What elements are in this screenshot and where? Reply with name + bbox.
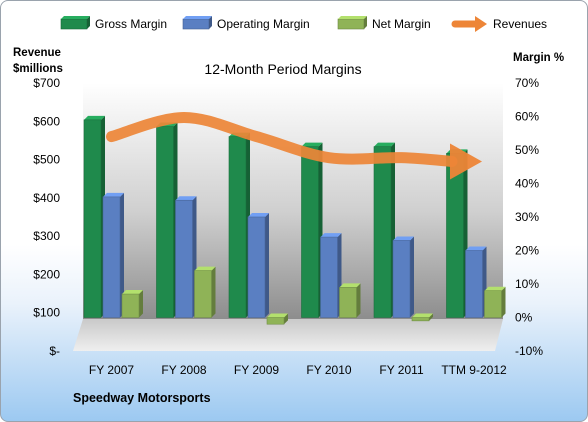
bar-net-margin <box>121 293 140 318</box>
bar-side <box>120 192 124 318</box>
x-axis: FY 2007 FY 2008 FY 2009 FY 2010 FY 2011 TTM 9… <box>89 363 507 377</box>
revenue-line <box>106 111 482 180</box>
y-right-tick-label: 40% <box>515 177 539 191</box>
bar-side <box>429 313 433 321</box>
bar-side <box>211 266 216 318</box>
bar-operating-margin <box>175 199 193 318</box>
legend-swatch-side <box>87 16 90 29</box>
legend-swatch <box>60 18 88 30</box>
x-tick-label: FY 2008 <box>161 363 206 377</box>
legend-swatch-side <box>209 16 212 29</box>
bar-side <box>410 236 414 318</box>
legend-swatch-top <box>338 16 367 19</box>
bar-gross-margin <box>446 153 464 318</box>
bar-operating-margin <box>102 196 121 318</box>
legend-swatch <box>337 18 365 30</box>
plot-floor <box>73 319 503 351</box>
bar-top <box>248 213 269 217</box>
bar-gross-margin <box>83 119 102 318</box>
y-left-tick-label: $- <box>49 344 60 358</box>
bar-side <box>265 213 269 318</box>
bar-side <box>356 283 361 318</box>
bar-side <box>501 286 506 318</box>
x-tick-label: FY 2007 <box>89 363 134 377</box>
bar-net-margin <box>339 287 357 318</box>
y-axis-left-label-line2: $millions <box>13 63 63 75</box>
x-tick-label: FY 2011 <box>379 363 424 377</box>
bar-top <box>339 283 361 288</box>
y-right-tick-label: 70% <box>515 76 539 90</box>
bar-gross-margin <box>156 126 174 318</box>
y-left-tick-label: $300 <box>33 229 60 243</box>
bar-top <box>465 246 487 251</box>
bar-gross-margin <box>373 146 392 318</box>
y-axis-left: $- $100 $200 $300 $400 $500 $600 $700 <box>33 76 60 358</box>
bar-top <box>84 115 105 120</box>
bar-gross-margin <box>228 136 247 318</box>
y-axis-right-label: Margin % <box>513 52 564 64</box>
bar-top <box>374 142 395 147</box>
bar-gross-margin <box>301 146 319 318</box>
bar-top <box>103 192 124 197</box>
bar-net-margin <box>484 290 502 318</box>
y-right-tick-label: -10% <box>515 344 543 358</box>
legend-label: Net Margin <box>372 17 431 31</box>
x-tick-label: FY 2010 <box>306 363 351 377</box>
y-left-tick-label: $400 <box>33 191 60 205</box>
bar-top <box>194 266 216 271</box>
y-right-tick-label: 60% <box>515 110 539 124</box>
y-right-tick-label: 30% <box>515 210 539 224</box>
legend-swatch-side <box>364 16 367 29</box>
bar-side <box>139 290 143 318</box>
bar-net-margin <box>411 317 430 322</box>
company-caption: Speedway Motorsports <box>73 391 211 405</box>
y-left-tick-label: $500 <box>33 153 60 167</box>
y-right-tick-label: 20% <box>515 244 539 258</box>
bar-net-margin <box>194 270 212 318</box>
bar-top <box>320 233 342 238</box>
legend-swatch <box>182 18 210 30</box>
legend-label: Operating Margin <box>217 17 310 31</box>
bar-top <box>301 142 323 147</box>
legend-swatch-top <box>183 16 212 19</box>
bar-operating-margin <box>247 216 266 318</box>
y-left-tick-label: $700 <box>33 76 60 90</box>
y-right-tick-label: 0% <box>515 311 533 325</box>
y-right-tick-label: 50% <box>515 143 539 157</box>
revenue-line-path <box>106 111 458 167</box>
bar-top <box>412 313 433 318</box>
y-left-tick-label: $600 <box>33 114 60 128</box>
revenue-arrow-head <box>450 143 482 180</box>
bar-side <box>284 313 288 325</box>
y-left-tick-label: $200 <box>33 267 60 281</box>
bars <box>83 115 506 325</box>
bar-operating-margin <box>320 236 338 318</box>
bar-operating-margin <box>392 240 411 318</box>
bar-top <box>175 196 197 201</box>
bar-top <box>393 236 414 241</box>
y-left-tick-label: $100 <box>33 306 60 320</box>
legend-arrow-swatch <box>475 16 487 32</box>
bar-operating-margin <box>465 250 483 318</box>
plot-back-wall <box>83 83 503 319</box>
y-axis-left-label-line1: Revenue <box>13 47 61 59</box>
legend-label: Revenues <box>493 17 547 31</box>
bar-top <box>267 313 288 318</box>
x-tick-label: FY 2009 <box>234 363 279 377</box>
bar-net-margin <box>266 317 285 325</box>
chart-title: 12-Month Period Margins <box>204 61 361 77</box>
bar-top <box>484 286 506 291</box>
legend: Gross Margin Operating Margin Net Margin Re… <box>60 16 547 32</box>
legend-label: Gross Margin <box>95 17 167 31</box>
y-axis-right: -10% 0% 10% 20% 30% 40% 50% 60% 70% <box>515 76 543 358</box>
bar-top <box>122 290 143 295</box>
y-right-tick-label: 10% <box>515 277 539 291</box>
x-tick-label: TTM 9-2012 <box>441 363 507 377</box>
legend-swatch-top <box>61 16 90 19</box>
